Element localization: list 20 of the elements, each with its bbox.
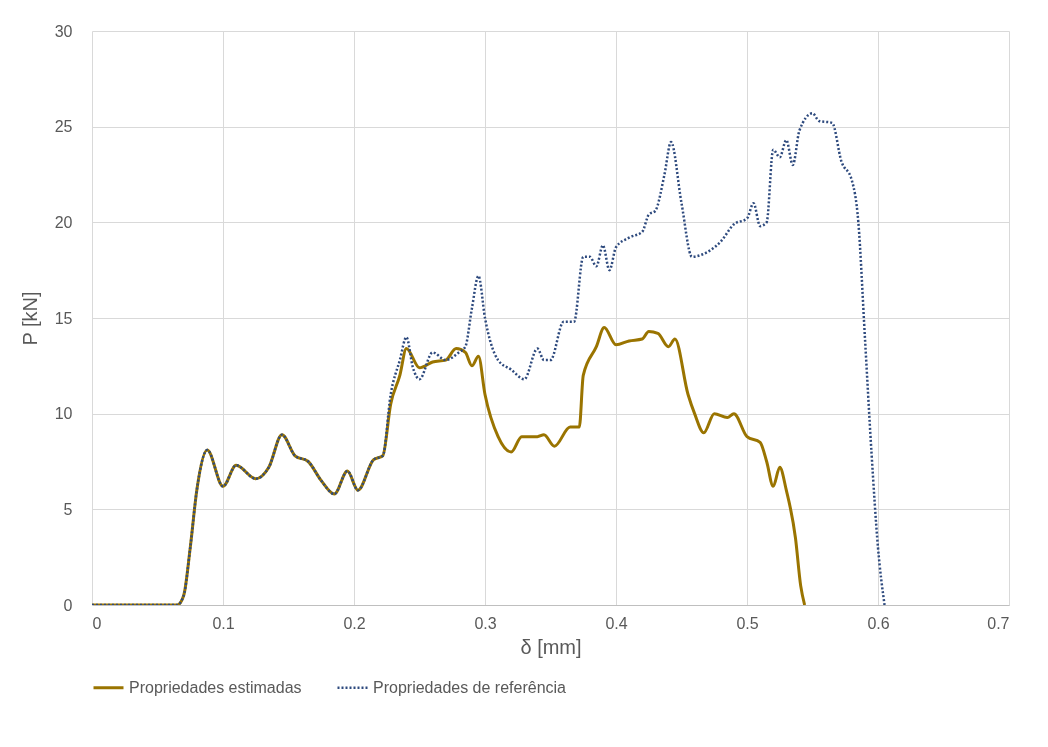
x-tick-label: 0.1 xyxy=(212,614,235,632)
y-tick-label: 30 xyxy=(54,22,73,40)
y-tick-label: 20 xyxy=(54,213,73,231)
legend-label: Propriedades estimadas xyxy=(129,678,302,696)
x-tick-label: 0.7 xyxy=(987,614,1010,632)
legend-label: Propriedades de referência xyxy=(373,678,567,696)
y-tick-label: 5 xyxy=(63,500,73,518)
x-axis-title: δ [mm] xyxy=(520,635,582,658)
y-tick-label: 10 xyxy=(54,405,73,423)
x-tick-label: 0.5 xyxy=(736,614,759,632)
x-tick-label: 0.6 xyxy=(867,614,890,632)
y-axis-title: P [kN] xyxy=(18,291,41,346)
x-tick-label: 0 xyxy=(92,614,102,632)
line-series xyxy=(92,112,886,605)
x-tick-label: 0.2 xyxy=(343,614,366,632)
y-tick-label: 0 xyxy=(63,596,73,614)
y-tick-label: 15 xyxy=(54,309,73,327)
y-tick-label: 25 xyxy=(54,118,73,136)
x-tick-label: 0.4 xyxy=(605,614,628,632)
x-tick-label: 0.3 xyxy=(474,614,497,632)
